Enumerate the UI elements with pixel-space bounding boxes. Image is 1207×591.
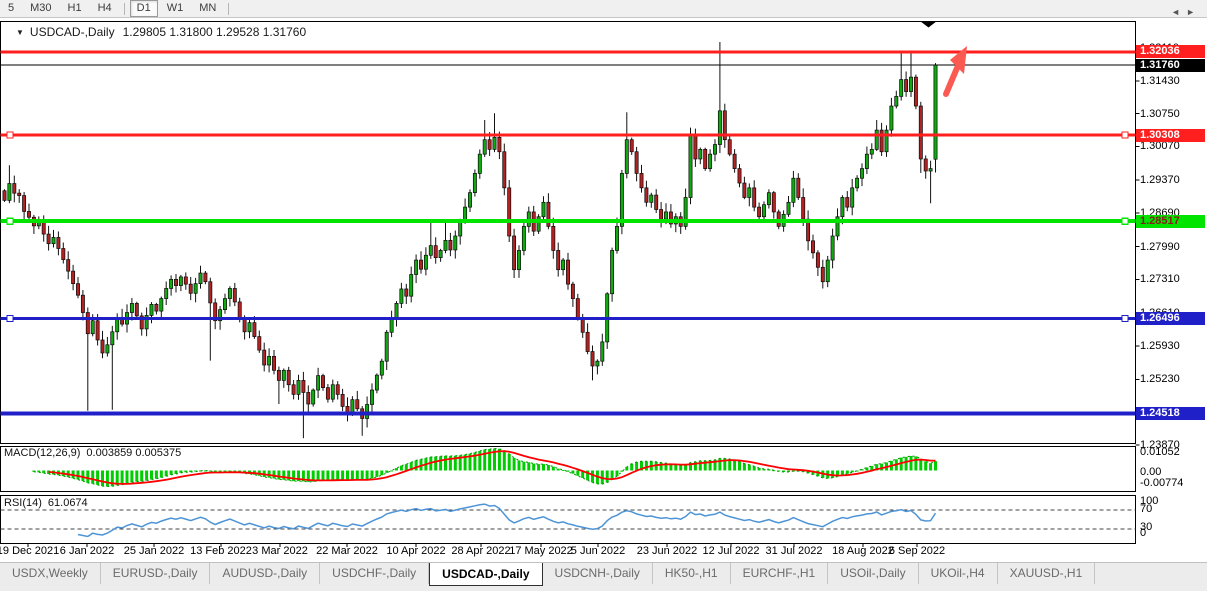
tab-scroll-left-icon[interactable]: ◄ <box>1171 7 1187 17</box>
chart-shift-marker-icon <box>920 21 937 28</box>
date-tick-label: 22 Mar 2022 <box>316 545 378 557</box>
chart-tab-usdcad-daily[interactable]: USDCAD-,Daily <box>429 563 543 586</box>
toolbar-separator <box>228 2 230 15</box>
chart-tab-hk50-h1[interactable]: HK50-,H1 <box>653 563 731 584</box>
line-handle <box>1121 131 1129 139</box>
chart-tab-usdcnh-daily[interactable]: USDCNH-,Daily <box>543 563 653 584</box>
indicator-axis-label: 70 <box>1140 503 1153 515</box>
line-handle <box>6 314 14 323</box>
date-tick-label: 13 Feb 2022 <box>190 545 252 557</box>
price-badge-1.28517: 1.28517 <box>1136 214 1205 228</box>
tab-scroll-right-icon[interactable]: ► <box>1186 7 1201 17</box>
indicator-axis-label: 0.01052 <box>1140 446 1180 458</box>
date-tick-label: 19 Dec 2021 <box>0 545 60 557</box>
price-tick-label: 1.30750 <box>1140 107 1180 120</box>
price-badge-1.24518: 1.24518 <box>1136 407 1205 421</box>
timeframe-button-5[interactable]: 5 <box>8 2 15 14</box>
date-tick-label: 18 Aug 2022 <box>832 545 894 557</box>
price-badge-1.26496: 1.26496 <box>1136 312 1205 325</box>
date-tick-label: 12 Jul 2022 <box>702 545 760 557</box>
macd-pane <box>32 447 937 488</box>
timeframe-button-h1[interactable]: H1 <box>67 2 82 14</box>
toolbar-separator <box>123 2 125 15</box>
support-line-128517[interactable] <box>0 217 1136 225</box>
timeframe-toolbar: 5 M30 H1 H4 D1 W1 MN <box>0 0 1207 18</box>
symbol-dropdown-icon[interactable]: ▼ <box>16 28 24 37</box>
indicator-axis-label: -0.00774 <box>1140 477 1184 489</box>
date-tick-label: 3 Mar 2022 <box>252 545 308 557</box>
macd-name: MACD(12,26,9) <box>4 447 81 459</box>
line-handle <box>1121 314 1129 323</box>
price-tick-label: 1.23870 <box>1140 438 1180 451</box>
line-handle <box>6 217 14 225</box>
timeframe-button-d1[interactable]: D1 <box>129 0 158 17</box>
indicator-axis-label: 0 <box>1140 527 1147 539</box>
rsi-value: 61.0674 <box>47 497 88 509</box>
line-handle <box>6 131 14 139</box>
price-tick-label: 1.31430 <box>1140 74 1180 87</box>
chart-tab-audusd-daily[interactable]: AUDUSD-,Daily <box>210 563 321 584</box>
date-tick-label: 10 Apr 2022 <box>386 545 446 557</box>
date-tick-label: 28 Apr 2022 <box>451 545 511 557</box>
chart-title: ▼ USDCAD-,Daily 1.29805 1.31800 1.29528 1.… <box>16 25 306 39</box>
price-tick-label: 1.29370 <box>1140 174 1180 187</box>
timeframe-button-h4[interactable]: H4 <box>97 2 112 14</box>
timeframe-button-mn[interactable]: MN <box>199 2 217 14</box>
date-tick-label: 23 Jun 2022 <box>636 545 698 557</box>
symbol-period-label: USDCAD-,Daily <box>29 25 115 39</box>
chart-tab-xauusd-h1[interactable]: XAUUSD-,H1 <box>998 563 1096 584</box>
timeframe-button-m30[interactable]: M30 <box>30 2 52 14</box>
rsi-pane <box>0 503 1136 538</box>
date-tick-label: 6 Sep 2022 <box>888 545 946 557</box>
price-tick-label: 1.25930 <box>1140 339 1180 352</box>
chart-tab-usdx-weekly[interactable]: USDX,Weekly <box>0 563 101 584</box>
date-tick-label: 6 Jan 2022 <box>59 545 115 557</box>
line-handle <box>1121 217 1129 225</box>
price-badge-1.32036: 1.32036 <box>1136 45 1205 59</box>
chart-tab-eurusd-daily[interactable]: EURUSD-,Daily <box>101 563 211 584</box>
date-tick-label: 5 Jun 2022 <box>570 545 626 557</box>
macd-values: 0.003859 0.005375 <box>86 447 182 459</box>
indicator-axis-label: 100 <box>1140 495 1159 507</box>
rsi-name: RSI(14) <box>4 497 42 509</box>
ohlc-values: 1.29805 1.31800 1.29528 1.31760 <box>122 25 307 39</box>
indicator-axis-label: 30 <box>1140 521 1153 533</box>
chart-tab-eurchf-h1[interactable]: EURCHF-,H1 <box>731 563 829 584</box>
date-tick-label: 25 Jan 2022 <box>123 545 185 557</box>
price-tick-label: 1.27310 <box>1140 273 1180 286</box>
resistance-line-130308[interactable] <box>0 131 1136 139</box>
price-tick-label: 1.25230 <box>1140 373 1180 386</box>
price-tick-label: 1.27990 <box>1140 240 1180 253</box>
chart-tab-usdchf-daily[interactable]: USDCHF-,Daily <box>320 563 430 584</box>
rsi-indicator-label: RSI(14) 61.0674 <box>4 497 88 509</box>
timeframe-button-w1[interactable]: W1 <box>166 2 184 14</box>
symbol-tabbar: USDX,Weekly EURUSD-,Daily AUDUSD-,Daily USD… <box>0 562 1207 591</box>
up-arrow-annotation[interactable] <box>943 46 967 97</box>
date-tick-label: 31 Jul 2022 <box>765 545 823 557</box>
candlestick-series <box>2 41 938 439</box>
chart-tab-usoil-daily[interactable]: USOil-,Daily <box>828 563 919 584</box>
chart-tab-ukoil-h4[interactable]: UKOil-,H4 <box>919 563 998 584</box>
tab-scroll-arrows: ◄► <box>1171 7 1201 17</box>
price-badge-1.31760: 1.31760 <box>1136 58 1205 72</box>
indicator-axis-label: 0.00 <box>1140 466 1162 478</box>
price-badge-1.30308: 1.30308 <box>1136 128 1205 142</box>
date-tick-label: 17 May 2022 <box>509 545 573 557</box>
support-line-126496[interactable] <box>0 314 1136 323</box>
price-tick-label: 1.30070 <box>1140 140 1180 153</box>
macd-indicator-label: MACD(12,26,9) 0.003859 0.005375 <box>4 447 181 459</box>
